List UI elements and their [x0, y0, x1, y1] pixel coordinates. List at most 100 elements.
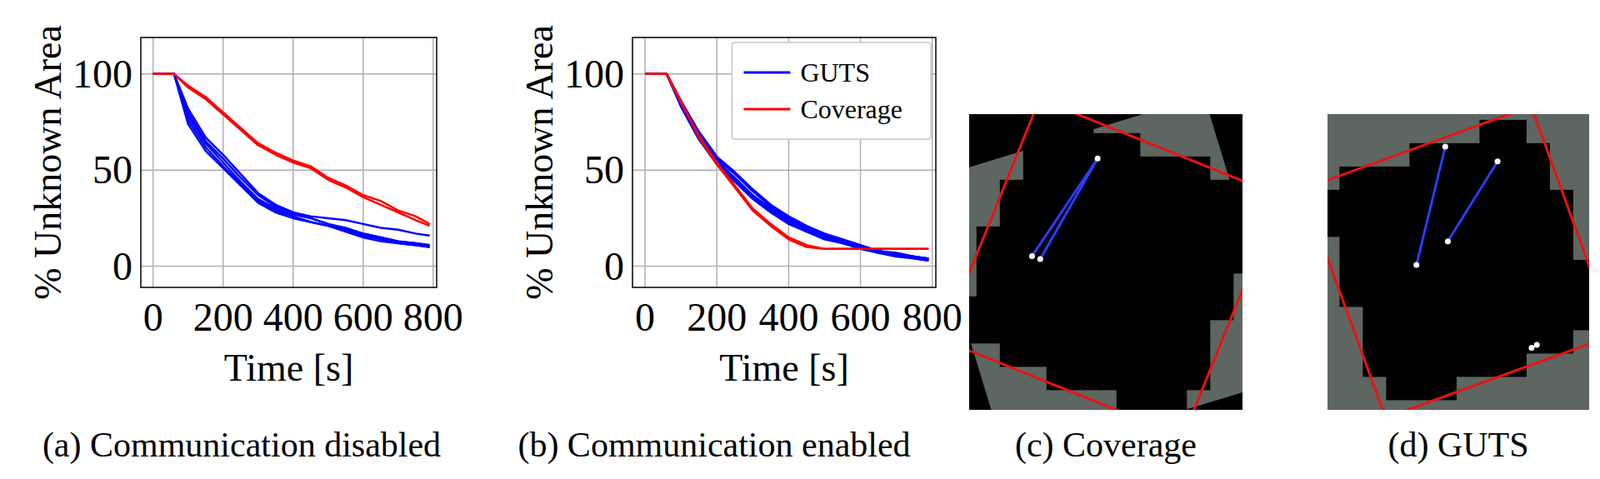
map-cell: [1186, 273, 1211, 298]
robot: [1534, 341, 1540, 348]
y-axis-title: % Unknown Area: [26, 25, 70, 300]
map-cell: [1455, 306, 1480, 331]
panel-caption: (c) Coverage: [1015, 425, 1197, 465]
map-cell: [1046, 320, 1071, 345]
map-cell: [1409, 166, 1434, 191]
robot: [1445, 238, 1451, 245]
map-cell: [1186, 226, 1211, 251]
legend-box: [731, 42, 931, 140]
y-tick-label: 100: [72, 51, 133, 96]
map-cell: [1186, 320, 1211, 345]
grid-line: [632, 265, 936, 268]
map-cell: [1385, 283, 1410, 308]
map-cell: [1163, 180, 1188, 205]
map-cell: [1409, 213, 1434, 238]
map-cell: [1455, 166, 1480, 191]
x-tick-label: 400: [263, 295, 324, 340]
map-cell: [1163, 203, 1188, 228]
map-cell: [1070, 203, 1095, 228]
map-cell: [1479, 190, 1504, 215]
map-cell: [1432, 353, 1457, 378]
map-cell: [1385, 236, 1410, 261]
legend-label: Coverage: [800, 94, 903, 125]
figure: 0200400600800050100Time [s]% Unknown Are…: [0, 0, 1600, 479]
map-cell: [1362, 166, 1387, 191]
map-cell: [1479, 143, 1504, 168]
map-cell: [1385, 260, 1410, 285]
map-cell: [1572, 283, 1590, 308]
map-cell: [1140, 180, 1165, 205]
map-cell: [1502, 306, 1527, 331]
map-cell: [1140, 320, 1165, 345]
map-cell: [1210, 226, 1235, 251]
map-cell: [1186, 250, 1211, 275]
x-tick-label: 800: [403, 295, 464, 340]
map-cell: [1339, 190, 1364, 215]
map-cell: [1023, 320, 1048, 345]
map-cell: [1116, 226, 1141, 251]
map-cell: [1023, 180, 1048, 205]
map-cell: [1409, 283, 1434, 308]
map-cell: [1385, 166, 1410, 191]
map-cell: [1409, 306, 1434, 331]
map-cell: [1210, 203, 1235, 228]
map-cell: [1572, 260, 1590, 285]
series-group: [153, 74, 430, 248]
map-boundary: [969, 114, 1243, 410]
map-cell: [976, 296, 1001, 321]
series-line: [153, 74, 430, 245]
map-cell: [1385, 213, 1410, 238]
map-cell: [1455, 353, 1480, 378]
map-cell: [1233, 250, 1243, 275]
map-cell: [1339, 166, 1364, 191]
panel-caption: (b) Communication enabled: [517, 425, 910, 465]
robot: [1095, 155, 1101, 162]
map-cell: [1362, 190, 1387, 215]
map-known: [969, 114, 1243, 410]
map-cell: [1070, 226, 1095, 251]
chart: 0200400600800050100Time [s]% Unknown Are…: [26, 25, 464, 390]
map-cell: [1525, 190, 1550, 215]
map-cell: [1385, 190, 1410, 215]
map-cell: [1210, 180, 1235, 205]
map-cell: [1502, 260, 1527, 285]
series-line: [153, 74, 430, 225]
map-cell: [1116, 203, 1141, 228]
map-cell: [1549, 260, 1574, 285]
map-cell: [1093, 226, 1118, 251]
map-cell: [1093, 273, 1118, 298]
map-cell: [1233, 226, 1243, 251]
map-cell: [1093, 296, 1118, 321]
map-cell: [1046, 250, 1071, 275]
series-line: [153, 74, 430, 245]
series-line: [153, 74, 430, 226]
map-cell: [1233, 203, 1243, 228]
map-cell: [969, 320, 977, 345]
map-cell: [1455, 143, 1480, 168]
map-cell: [1432, 306, 1457, 331]
axes-frame: [632, 37, 936, 288]
map-cell: [1362, 260, 1387, 285]
map-cell: [1023, 203, 1048, 228]
y-tick-label: 0: [604, 244, 625, 289]
map-cell: [1070, 133, 1095, 158]
map-cell: [1339, 213, 1364, 238]
map-cell: [1046, 156, 1071, 181]
map-cell: [1362, 213, 1387, 238]
map-cell: [1233, 180, 1243, 205]
axes-frame: [140, 37, 437, 288]
map-cell: [1163, 366, 1188, 391]
map-cell: [1000, 273, 1025, 298]
legend-swatch: [743, 108, 790, 111]
map-cell: [976, 320, 1001, 345]
map-cell: [1327, 190, 1340, 215]
robot: [1413, 262, 1420, 269]
legend-swatch: [743, 71, 790, 75]
map-cell: [1140, 273, 1165, 298]
legend-label: GUTS: [800, 57, 870, 88]
x-tick-label: 600: [333, 295, 394, 340]
map-cell: [1210, 250, 1235, 275]
map-cell: [1409, 260, 1434, 285]
map-cell: [1385, 376, 1410, 401]
x-tick-label: 800: [902, 295, 963, 340]
